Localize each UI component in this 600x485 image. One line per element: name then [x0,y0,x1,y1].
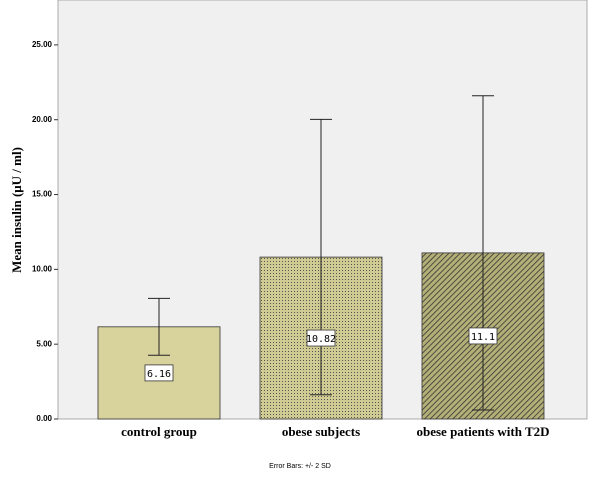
y-tick-label: 10.00 [32,264,53,273]
y-tick-label: 25.00 [32,40,53,49]
value-label: 11.1 [471,332,495,343]
x-tick-label: obese patients with T2D [416,424,549,439]
y-axis-title: Mean insulin (μU / ml) [9,147,24,273]
value-label: 10.82 [306,334,336,345]
y-tick-label: 20.00 [32,115,53,124]
value-label-box [468,327,498,345]
x-tick-label: obese subjects [282,424,360,439]
y-tick-label: 15.00 [32,190,53,199]
value-label: 6.16 [147,369,171,380]
value-label-box [306,329,336,347]
y-tick-label: 5.00 [36,339,52,348]
x-tick-label: control group [121,424,197,439]
footnote: Error Bars: +/- 2 SD [269,463,331,470]
y-tick-label: 0.00 [36,414,52,423]
value-label-box [144,364,174,382]
